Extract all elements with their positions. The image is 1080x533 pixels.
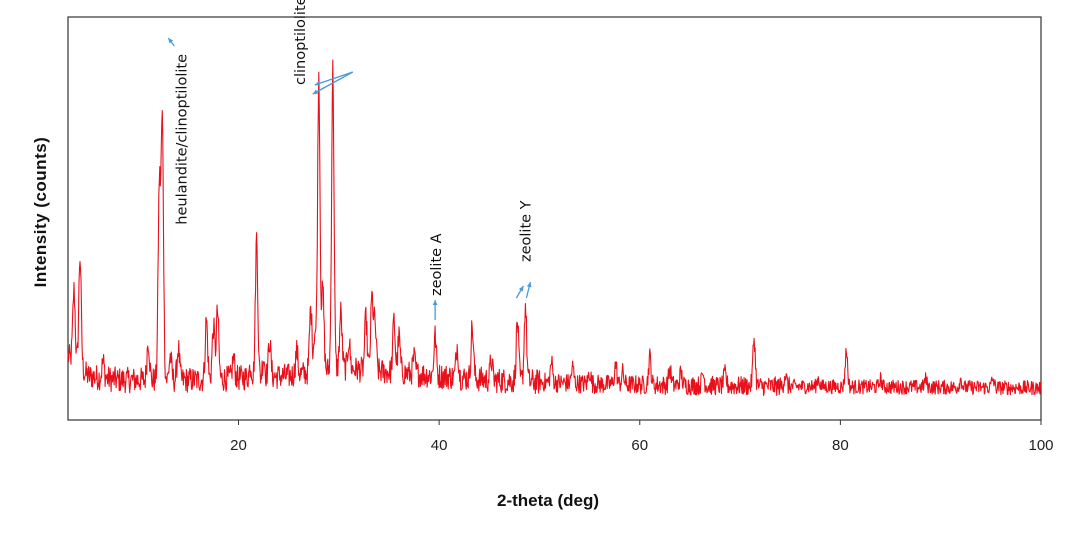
- x-tick-label: 100: [1028, 437, 1053, 454]
- annotation-arrowhead: [432, 300, 438, 305]
- annotation-arrowhead: [314, 81, 321, 86]
- x-tick-label: 60: [631, 437, 648, 454]
- annotation-label: zeolite Y: [518, 200, 534, 262]
- annotation-label: clinoptilolite: [293, 0, 309, 85]
- annotation-arrowhead: [168, 38, 174, 44]
- x-ticks: 20 40 60 80 100: [230, 420, 1054, 454]
- xrd-pattern-line: [67, 59, 1042, 397]
- annotation-arrowhead: [526, 282, 532, 288]
- annotation-arrow: [312, 71, 354, 95]
- x-tick-label: 40: [431, 437, 448, 454]
- annotations: heulandite/clinoptilolite clinoptilolite z…: [167, 0, 534, 320]
- annotation-label: zeolite A: [429, 233, 445, 296]
- x-tick-label: 20: [230, 437, 247, 454]
- annotation-arrowhead: [518, 286, 524, 292]
- x-axis-label: 2-theta (deg): [497, 491, 599, 510]
- plot-frame: [67, 16, 1042, 421]
- y-axis-label: Intensity (counts): [31, 137, 50, 288]
- annotation-arrowhead: [312, 89, 319, 94]
- x-tick-label: 80: [832, 437, 849, 454]
- annotation-label: heulandite/clinoptilolite: [174, 54, 190, 225]
- annotation-arrow: [314, 71, 353, 86]
